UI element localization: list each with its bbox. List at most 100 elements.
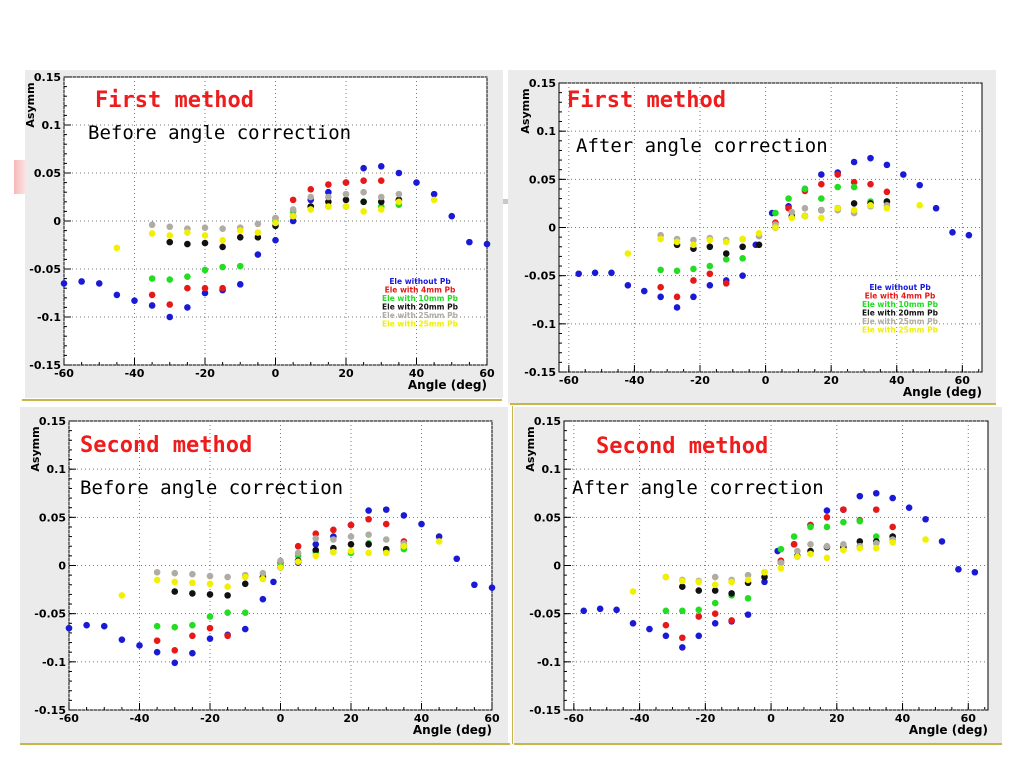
data-point (850, 206, 858, 214)
data-point (840, 541, 847, 548)
data-point (153, 568, 161, 576)
data-point (889, 539, 896, 546)
x-tick-label: 40 (895, 712, 911, 725)
data-point (118, 636, 126, 643)
data-point (679, 583, 686, 590)
x-tick-label: 20 (824, 374, 840, 387)
data-point (95, 280, 103, 287)
data-point (100, 622, 108, 630)
data-point (254, 251, 262, 258)
data-point (690, 277, 697, 284)
data-point (272, 236, 279, 244)
x-axis-label: Angle (deg) (413, 723, 492, 737)
data-point (224, 592, 231, 599)
x-tick-label: -60 (54, 367, 74, 380)
data-point (330, 548, 337, 556)
x-tick-label: 60 (479, 367, 495, 380)
y-tick-label: 0.1 (47, 463, 67, 476)
data-point (788, 214, 796, 222)
data-point (236, 281, 244, 288)
data-point (365, 515, 372, 523)
data-point (624, 282, 632, 289)
data-point (900, 171, 907, 178)
legend-entry: Ele with 4mm Pb (385, 286, 456, 295)
data-point (965, 231, 973, 239)
data-point (201, 284, 209, 292)
data-point (971, 568, 979, 576)
data-point (471, 581, 478, 589)
y-tick-label: 0.05 (534, 511, 561, 524)
x-tick-label: 40 (414, 712, 430, 725)
data-point (166, 223, 174, 231)
separator-line-vertical (512, 406, 513, 744)
data-point (270, 578, 277, 586)
y-tick-label: 0.15 (34, 71, 61, 84)
x-tick-label: -40 (130, 712, 150, 725)
data-point (453, 555, 461, 563)
data-point (201, 232, 209, 239)
data-point (856, 492, 864, 500)
data-point (801, 212, 809, 220)
data-point (801, 204, 809, 212)
data-point (916, 181, 923, 189)
y-tick-label: 0 (58, 560, 66, 573)
data-point (153, 637, 161, 644)
data-point (673, 304, 681, 311)
data-point (201, 289, 209, 297)
data-point (171, 578, 179, 586)
data-point (413, 179, 420, 186)
data-point (224, 609, 231, 617)
y-tick-label: -0.15 (524, 366, 556, 379)
data-point (640, 287, 648, 295)
x-tick-label: -20 (200, 712, 220, 725)
data-point (241, 573, 249, 581)
chart-panel-first-method-after: -60 -40 -20 0 20 40 60 -0.15 -0.1 -0.05 0 0.05 0.1 0.… (508, 70, 996, 404)
data-point (277, 564, 284, 571)
data-point (219, 225, 226, 232)
data-point (591, 269, 599, 277)
data-point (259, 569, 267, 577)
data-point (657, 293, 664, 301)
chart-subtitle: After angle correction (576, 135, 828, 157)
legend-entry: Ele with 25mm Pb (382, 320, 459, 329)
data-point (850, 158, 858, 166)
data-point (807, 541, 814, 548)
data-point (65, 624, 73, 632)
data-point (662, 632, 670, 640)
y-tick-label: 0.15 (534, 415, 561, 428)
data-point (435, 538, 443, 545)
data-point (739, 235, 746, 243)
data-point (711, 581, 719, 589)
data-point (342, 196, 350, 204)
data-point (241, 609, 249, 617)
data-point (872, 544, 880, 552)
data-point (657, 235, 664, 243)
data-point (289, 217, 297, 225)
data-point (872, 489, 880, 497)
data-point (148, 275, 156, 282)
data-point (224, 583, 231, 590)
data-point (483, 240, 491, 248)
legend-entry: Ele with 25mm Pb (382, 311, 459, 320)
x-axis-label: Angle (deg) (903, 385, 982, 399)
separator-line-2 (510, 403, 996, 405)
data-point (629, 620, 637, 627)
data-point (794, 547, 801, 555)
y-tick-label: -0.1 (532, 318, 556, 331)
data-point (395, 169, 403, 177)
data-point (932, 204, 940, 212)
data-point (189, 570, 196, 578)
data-point (382, 549, 390, 557)
data-point (377, 193, 385, 201)
data-point (679, 577, 686, 585)
data-point (201, 224, 209, 232)
data-point (325, 188, 332, 196)
data-point (430, 190, 438, 198)
x-tick-label: -40 (125, 367, 145, 380)
data-point (922, 515, 929, 523)
x-tick-label: 0 (762, 374, 770, 387)
x-tick-label: 20 (338, 367, 354, 380)
data-point (788, 208, 796, 216)
data-point (840, 518, 847, 526)
x-tick-label: -20 (195, 367, 215, 380)
